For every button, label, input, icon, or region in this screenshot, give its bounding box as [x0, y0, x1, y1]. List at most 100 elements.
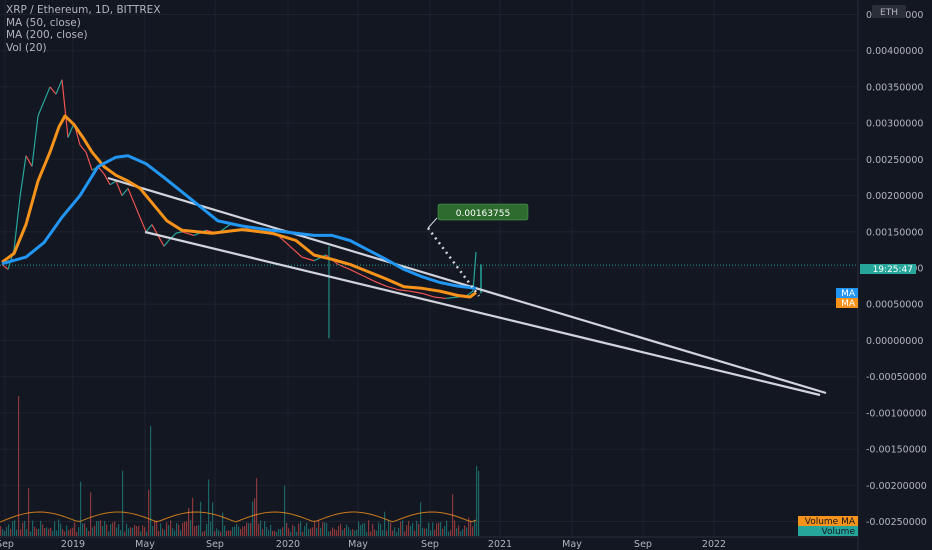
volume-bar [124, 531, 126, 536]
price-segment [115, 180, 123, 196]
volume-bar [180, 530, 182, 536]
volume-bar [74, 522, 76, 536]
volume-bar [142, 525, 144, 536]
volume-bar [32, 520, 34, 536]
volume-bar [468, 517, 470, 536]
volume-bar [28, 488, 30, 536]
x-tick-label: Sep [634, 539, 652, 550]
volume-bar [398, 527, 400, 536]
ma50-line [1, 114, 477, 299]
volume-bar [446, 520, 448, 536]
volume-bar [148, 489, 150, 536]
lower-trendline[interactable] [144, 230, 821, 397]
volume-bar [302, 531, 304, 536]
volume-bar [250, 522, 252, 536]
volume-bar [216, 528, 218, 536]
volume-bar [172, 527, 174, 536]
legend-vol[interactable]: Vol (20) [6, 41, 47, 54]
volume-bar [324, 522, 326, 536]
volume-bar [234, 526, 236, 536]
price-segment [13, 196, 21, 250]
ma200-tag: MA [836, 288, 858, 299]
volume-tag: Volume [798, 526, 858, 537]
volume-bar [118, 524, 120, 536]
y-tick-label: -0.00200000 [866, 481, 927, 492]
legend-ma200[interactable]: MA (200, close) [6, 29, 88, 41]
volume-bar [272, 530, 274, 536]
volume-bar [386, 530, 388, 536]
volume-bar [266, 527, 268, 536]
volume-bar [18, 396, 20, 536]
ma200-tag-box [836, 288, 858, 298]
volume-bar [80, 481, 82, 536]
volume-bar [126, 524, 128, 536]
volume-bar [150, 426, 152, 536]
volume-bar [442, 528, 444, 536]
annotation-value: 0.00163755 [456, 209, 510, 219]
volume-bar [40, 520, 42, 536]
volume-bar [458, 525, 460, 536]
volume-bar [134, 525, 136, 536]
volume-bar [430, 530, 432, 536]
volume-bar [140, 531, 142, 536]
annotation-arrow[interactable] [427, 227, 480, 297]
volume-bar [382, 530, 384, 536]
x-tick-label: 2020 [276, 539, 300, 550]
y-tick-label: 0.00050000 [866, 300, 923, 311]
volume-bar [192, 497, 194, 536]
volume-bar [358, 521, 360, 536]
volume-bar [122, 470, 124, 536]
price-segment [61, 79, 69, 138]
ma200-line [1, 154, 477, 290]
volume-bar [182, 522, 184, 536]
volume-bar [242, 526, 244, 536]
volume-bar [112, 522, 114, 536]
price-segment [103, 173, 111, 185]
volume-bar [270, 524, 272, 536]
price-segment [181, 231, 195, 236]
price-segment [55, 79, 63, 95]
annotation-pointer [427, 217, 438, 229]
price-segment [409, 290, 423, 294]
volume-bar [262, 529, 264, 536]
volume-bar [454, 520, 456, 536]
price-segment [361, 274, 375, 282]
y-tick-label: 0.00200000 [866, 191, 923, 202]
x-tick-label: May [348, 539, 368, 550]
volume-bar [218, 530, 220, 536]
upper-trendline[interactable] [107, 176, 827, 395]
volume-bar [246, 522, 248, 536]
volume-bar [138, 525, 140, 536]
y-tick-label: 0.00000000 [866, 336, 923, 347]
volume-bar [280, 529, 282, 536]
volume-bar [226, 530, 228, 536]
volume-bar [196, 525, 198, 536]
volume-bar [346, 524, 348, 536]
ma50-tag-box [836, 298, 858, 308]
trendlines[interactable] [107, 176, 827, 397]
volume-bar [60, 523, 62, 536]
volume-bar [104, 521, 106, 536]
volume-bar [190, 520, 192, 536]
volume-bar [412, 522, 414, 536]
volume-bar [394, 527, 396, 536]
volume-bar [186, 521, 188, 536]
volume-bar [284, 485, 286, 536]
volume-ma-tag-text: Volume MA [805, 517, 856, 527]
volume-ma-tag-box [798, 516, 858, 526]
x-tick-label: Sep [206, 539, 224, 550]
x-tick-label: Sep [421, 539, 439, 550]
x-tick-label: Sep [0, 539, 14, 550]
volume-bar [336, 530, 338, 536]
volume-bar [426, 528, 428, 536]
volume-bar [330, 530, 332, 536]
volume-bar [466, 527, 468, 536]
volume-bars [0, 396, 480, 536]
annotation[interactable]: 0.00163755 [427, 203, 529, 297]
legend-ma50[interactable]: MA (50, close) [6, 16, 81, 29]
volume-bar [14, 520, 16, 536]
volume-bar [244, 526, 246, 536]
volume-bar [130, 527, 132, 536]
annotation-label[interactable]: 0.00163755 [437, 203, 529, 221]
